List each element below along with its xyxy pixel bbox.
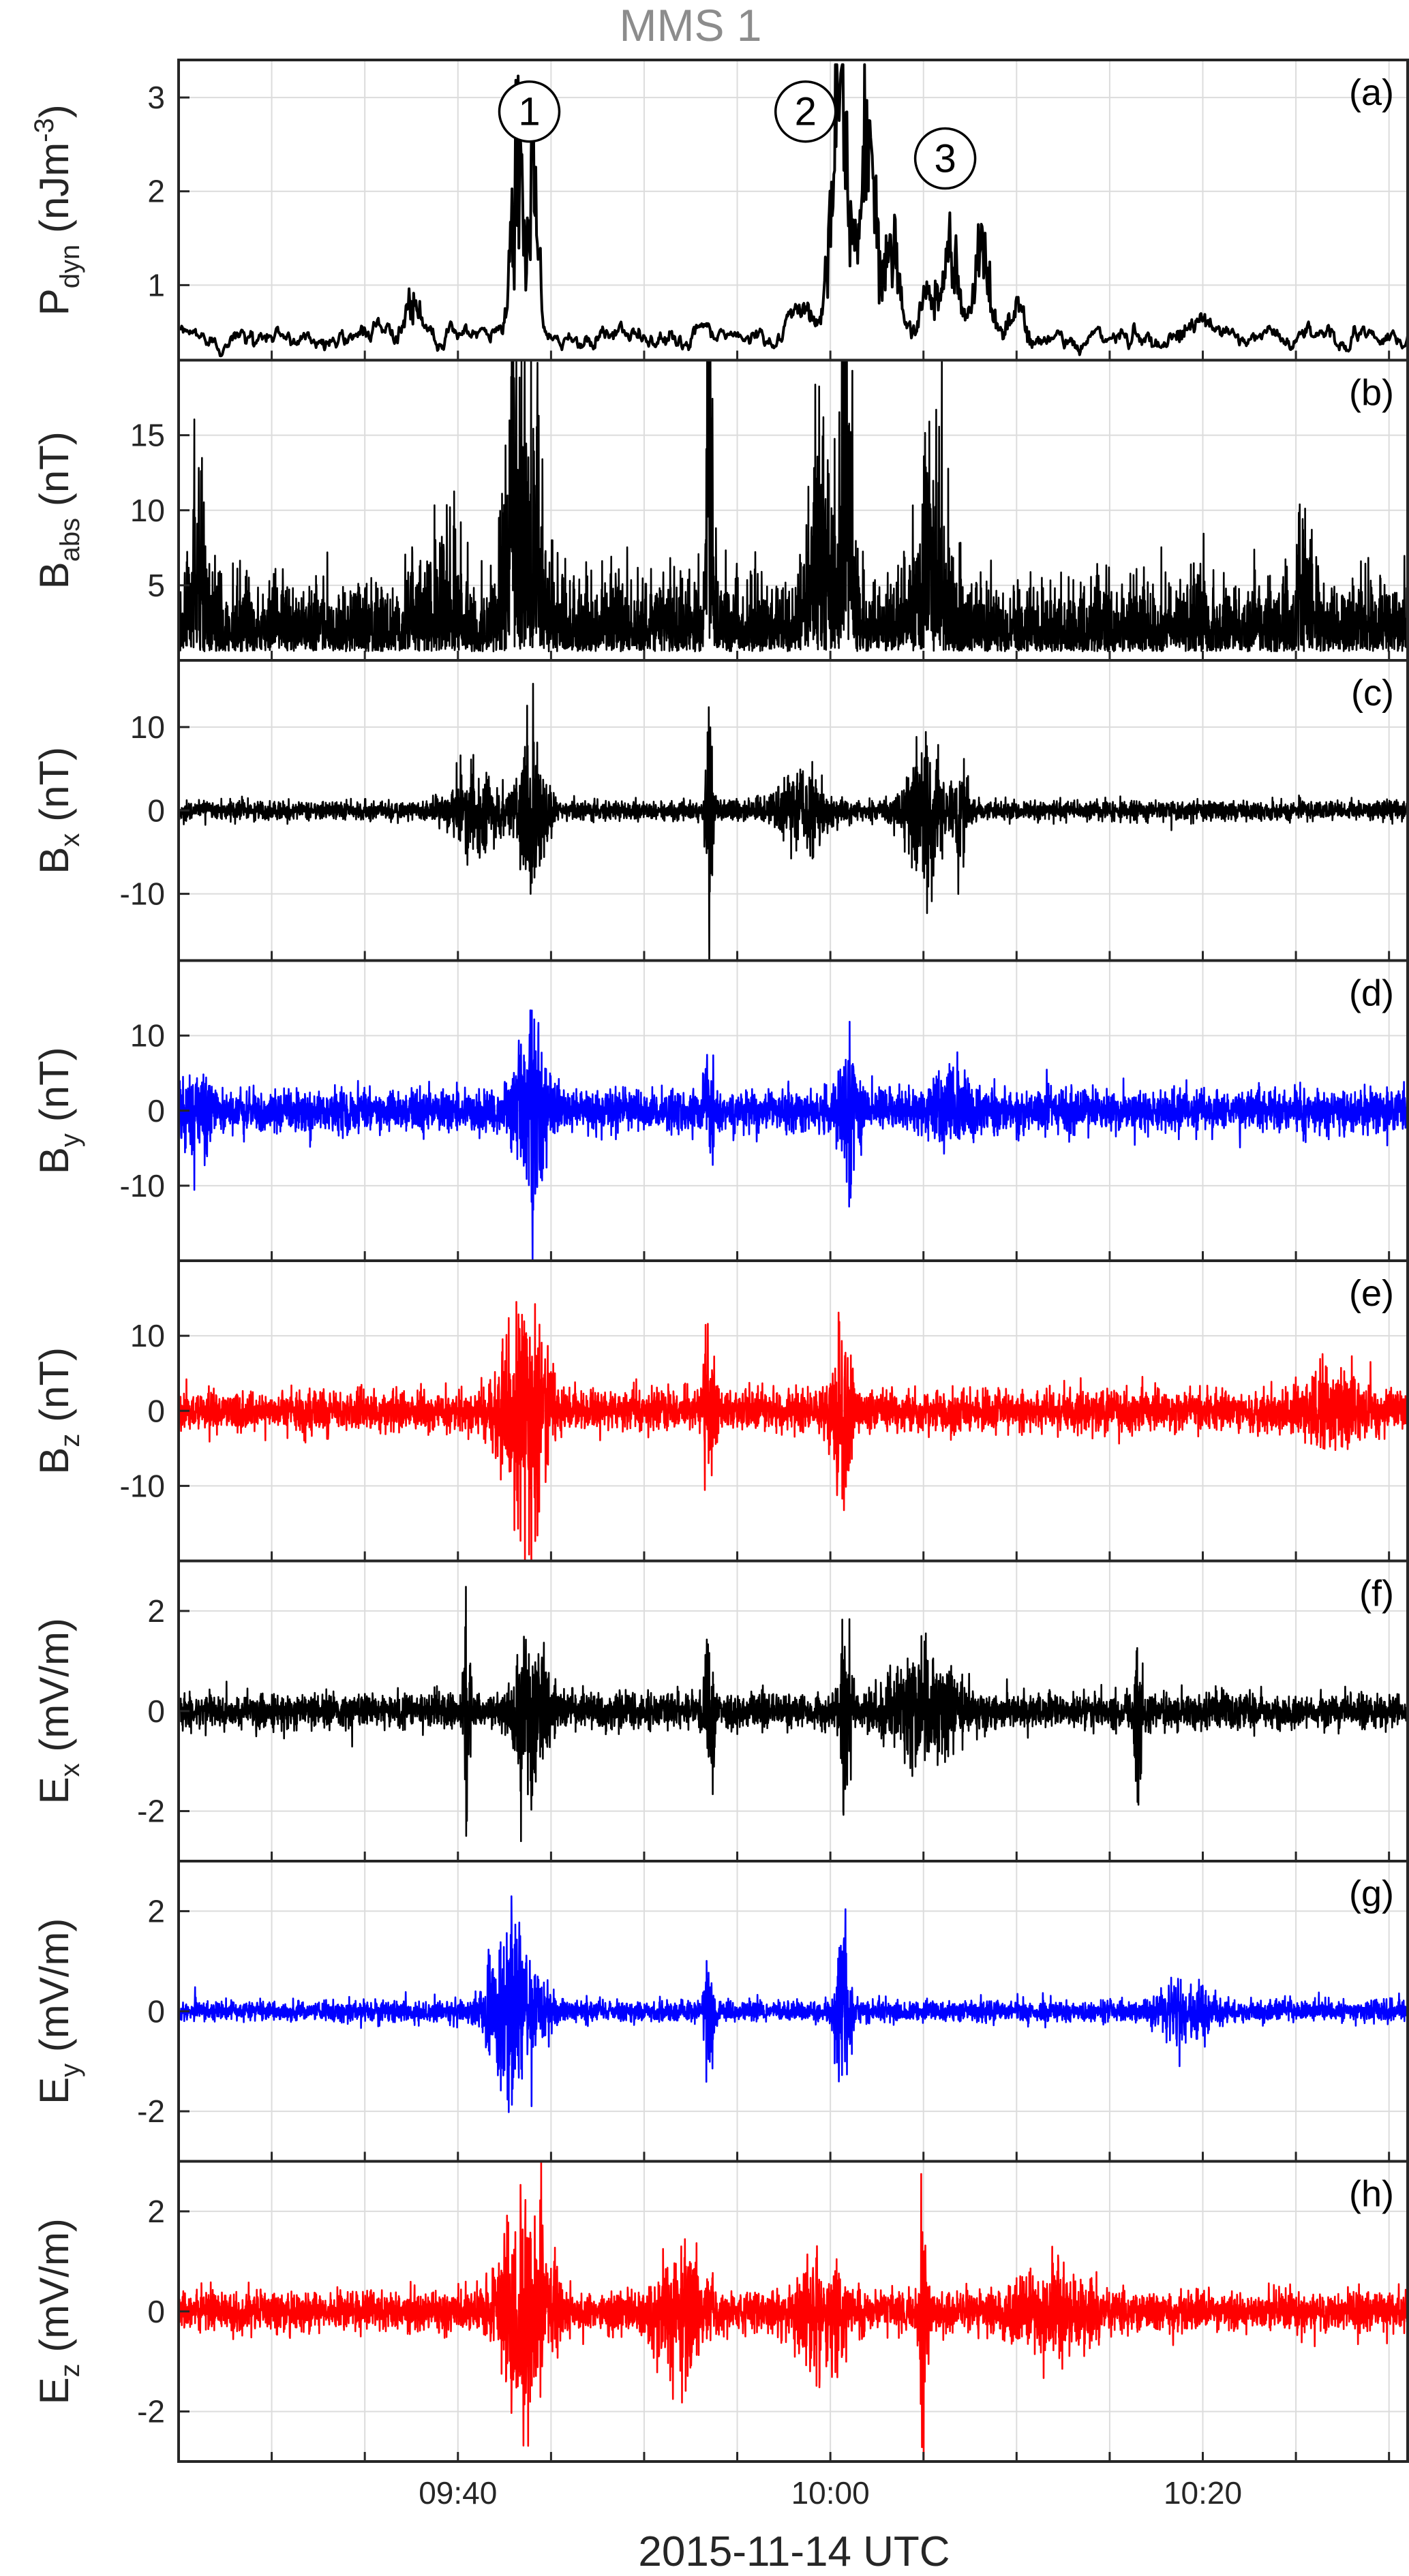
y-axis-label: Ey (mV/m) bbox=[31, 1918, 85, 2104]
y-label-unit: (mV/m) bbox=[31, 1918, 77, 2064]
y-label-unit: (nT) bbox=[31, 431, 77, 518]
x-tick-label: 10:00 bbox=[791, 2475, 870, 2511]
x-tick-label: 10:20 bbox=[1164, 2475, 1242, 2511]
y-label-unit: (mV/m) bbox=[31, 1618, 77, 1763]
y-axis-label: Ex (mV/m) bbox=[31, 1618, 85, 1804]
y-label-main: B bbox=[31, 847, 77, 874]
y-tick-label: -2 bbox=[137, 2094, 165, 2129]
y-label-subscript: z bbox=[55, 2363, 85, 2377]
y-tick-label: -10 bbox=[120, 876, 165, 912]
panel-e: -10 0 10 Bz (nT) (e) bbox=[31, 1259, 1409, 1563]
y-label-main: E bbox=[31, 1777, 77, 1804]
y-axis-label: Ez (mV/m) bbox=[31, 2218, 85, 2404]
y-tick-label: 2 bbox=[147, 174, 165, 209]
y-tick-label: 15 bbox=[130, 418, 165, 453]
panels: 1 2 3 Pdyn (nJm-3) (a) 1 2 3 5 10 15 Babs (nT) (b) -1… bbox=[29, 59, 1409, 2463]
y-tick-label: 2 bbox=[147, 2194, 165, 2229]
series-line-g bbox=[179, 1895, 1408, 2113]
x-tick-label: 09:40 bbox=[419, 2475, 497, 2511]
panel-f: -2 0 2 Ex (mV/m) (f) bbox=[31, 1559, 1409, 1862]
panel-letter-f: (f) bbox=[1359, 1574, 1394, 1614]
y-label-main: B bbox=[31, 1447, 77, 1475]
y-label-main: E bbox=[31, 2377, 77, 2404]
y-label-subscript: z bbox=[55, 1434, 85, 1447]
y-tick-label: 3 bbox=[147, 80, 165, 115]
y-axis-label: Babs (nT) bbox=[31, 431, 85, 589]
y-label-unit: (nT) bbox=[31, 747, 77, 833]
y-tick-label: 10 bbox=[130, 1018, 165, 1054]
y-label-subscript: y bbox=[55, 1133, 85, 1147]
y-label-unit: (nT) bbox=[31, 1047, 77, 1133]
y-label-main: P bbox=[31, 288, 77, 316]
callout-circle bbox=[498, 80, 561, 143]
panel-letter-d: (d) bbox=[1349, 973, 1394, 1014]
panel-c: -10 0 10 Bx (nT) (c) bbox=[31, 659, 1409, 962]
panel-e-grid bbox=[178, 1261, 1408, 1561]
y-label-superscript: -3 bbox=[29, 118, 59, 142]
x-axis-title: 2015-11-14 UTC bbox=[638, 2528, 950, 2575]
y-tick-label: 0 bbox=[147, 1393, 165, 1428]
y-label-unit: (mV/m) bbox=[31, 2218, 77, 2363]
panel-letter-a: (a) bbox=[1349, 72, 1394, 113]
callout-label: 3 bbox=[934, 137, 956, 181]
y-tick-label: -2 bbox=[137, 1794, 165, 1829]
y-label-main: B bbox=[31, 1147, 77, 1174]
y-axis-label: Pdyn (nJm-3) bbox=[29, 104, 85, 316]
callout-circle bbox=[913, 127, 977, 190]
series-line-a bbox=[179, 63, 1408, 358]
y-tick-label: 0 bbox=[147, 1093, 165, 1129]
series-line-h bbox=[179, 2161, 1408, 2462]
y-tick-label: -2 bbox=[137, 2394, 165, 2429]
y-tick-label: -10 bbox=[120, 1168, 165, 1203]
callout-label: 1 bbox=[518, 90, 540, 134]
y-axis-label: Bx (nT) bbox=[31, 747, 85, 874]
panel-letter-e: (e) bbox=[1349, 1273, 1394, 1314]
y-tick-label: 0 bbox=[147, 793, 165, 828]
y-tick-label: 0 bbox=[147, 1993, 165, 2029]
y-label-unit: (nJm bbox=[31, 142, 77, 245]
y-axis-label: Bz (nT) bbox=[31, 1347, 85, 1475]
y-label-subscript: x bbox=[55, 1763, 85, 1777]
y-tick-label: 2 bbox=[147, 1593, 165, 1629]
series-line-c bbox=[179, 683, 1408, 961]
figure-title: MMS 1 bbox=[619, 0, 761, 50]
panel-letter-h: (h) bbox=[1349, 2174, 1394, 2215]
panel-letter-c: (c) bbox=[1351, 673, 1394, 714]
x-axis: 09:40 10:00 10:20 bbox=[419, 2475, 1242, 2511]
y-label-main: B bbox=[31, 562, 77, 589]
callout-label: 2 bbox=[795, 90, 817, 134]
panel-a: 1 2 3 Pdyn (nJm-3) (a) 1 2 3 bbox=[29, 59, 1409, 362]
y-label-subscript: abs bbox=[55, 518, 85, 562]
series-line-f bbox=[179, 1586, 1408, 1842]
series-line-d bbox=[179, 1009, 1408, 1261]
y-label-close: ) bbox=[31, 104, 77, 118]
y-axis-label: By (nT) bbox=[31, 1047, 85, 1174]
series-line-b bbox=[179, 360, 1408, 653]
panel-g: -2 0 2 Ey (mV/m) (g) bbox=[31, 1860, 1409, 2163]
panel-h: -2 0 2 Ez (mV/m) (h) bbox=[31, 2160, 1409, 2463]
y-tick-label: 1 bbox=[147, 267, 165, 303]
panel-letter-b: (b) bbox=[1349, 373, 1394, 414]
y-tick-label: 0 bbox=[147, 1693, 165, 1729]
callout-circle bbox=[774, 80, 837, 143]
panel-d: -10 0 10 By (nT) (d) bbox=[31, 959, 1409, 1262]
y-label-main: E bbox=[31, 2077, 77, 2104]
y-tick-label: 2 bbox=[147, 1893, 165, 1929]
panel-letter-g: (g) bbox=[1349, 1873, 1394, 1914]
y-label-subscript: x bbox=[55, 833, 85, 847]
y-label-subscript: dyn bbox=[55, 245, 85, 289]
y-tick-label: 10 bbox=[130, 1318, 165, 1353]
y-tick-label: 5 bbox=[147, 568, 165, 603]
y-label-unit: (nT) bbox=[31, 1347, 77, 1434]
y-tick-label: 0 bbox=[147, 2294, 165, 2329]
y-tick-label: -10 bbox=[120, 1468, 165, 1503]
y-label-subscript: y bbox=[55, 2064, 85, 2077]
y-tick-label: 10 bbox=[130, 709, 165, 745]
series-line-e bbox=[179, 1301, 1408, 1561]
panel-b: 5 10 15 Babs (nT) (b) bbox=[31, 358, 1409, 662]
y-tick-label: 10 bbox=[130, 493, 165, 528]
